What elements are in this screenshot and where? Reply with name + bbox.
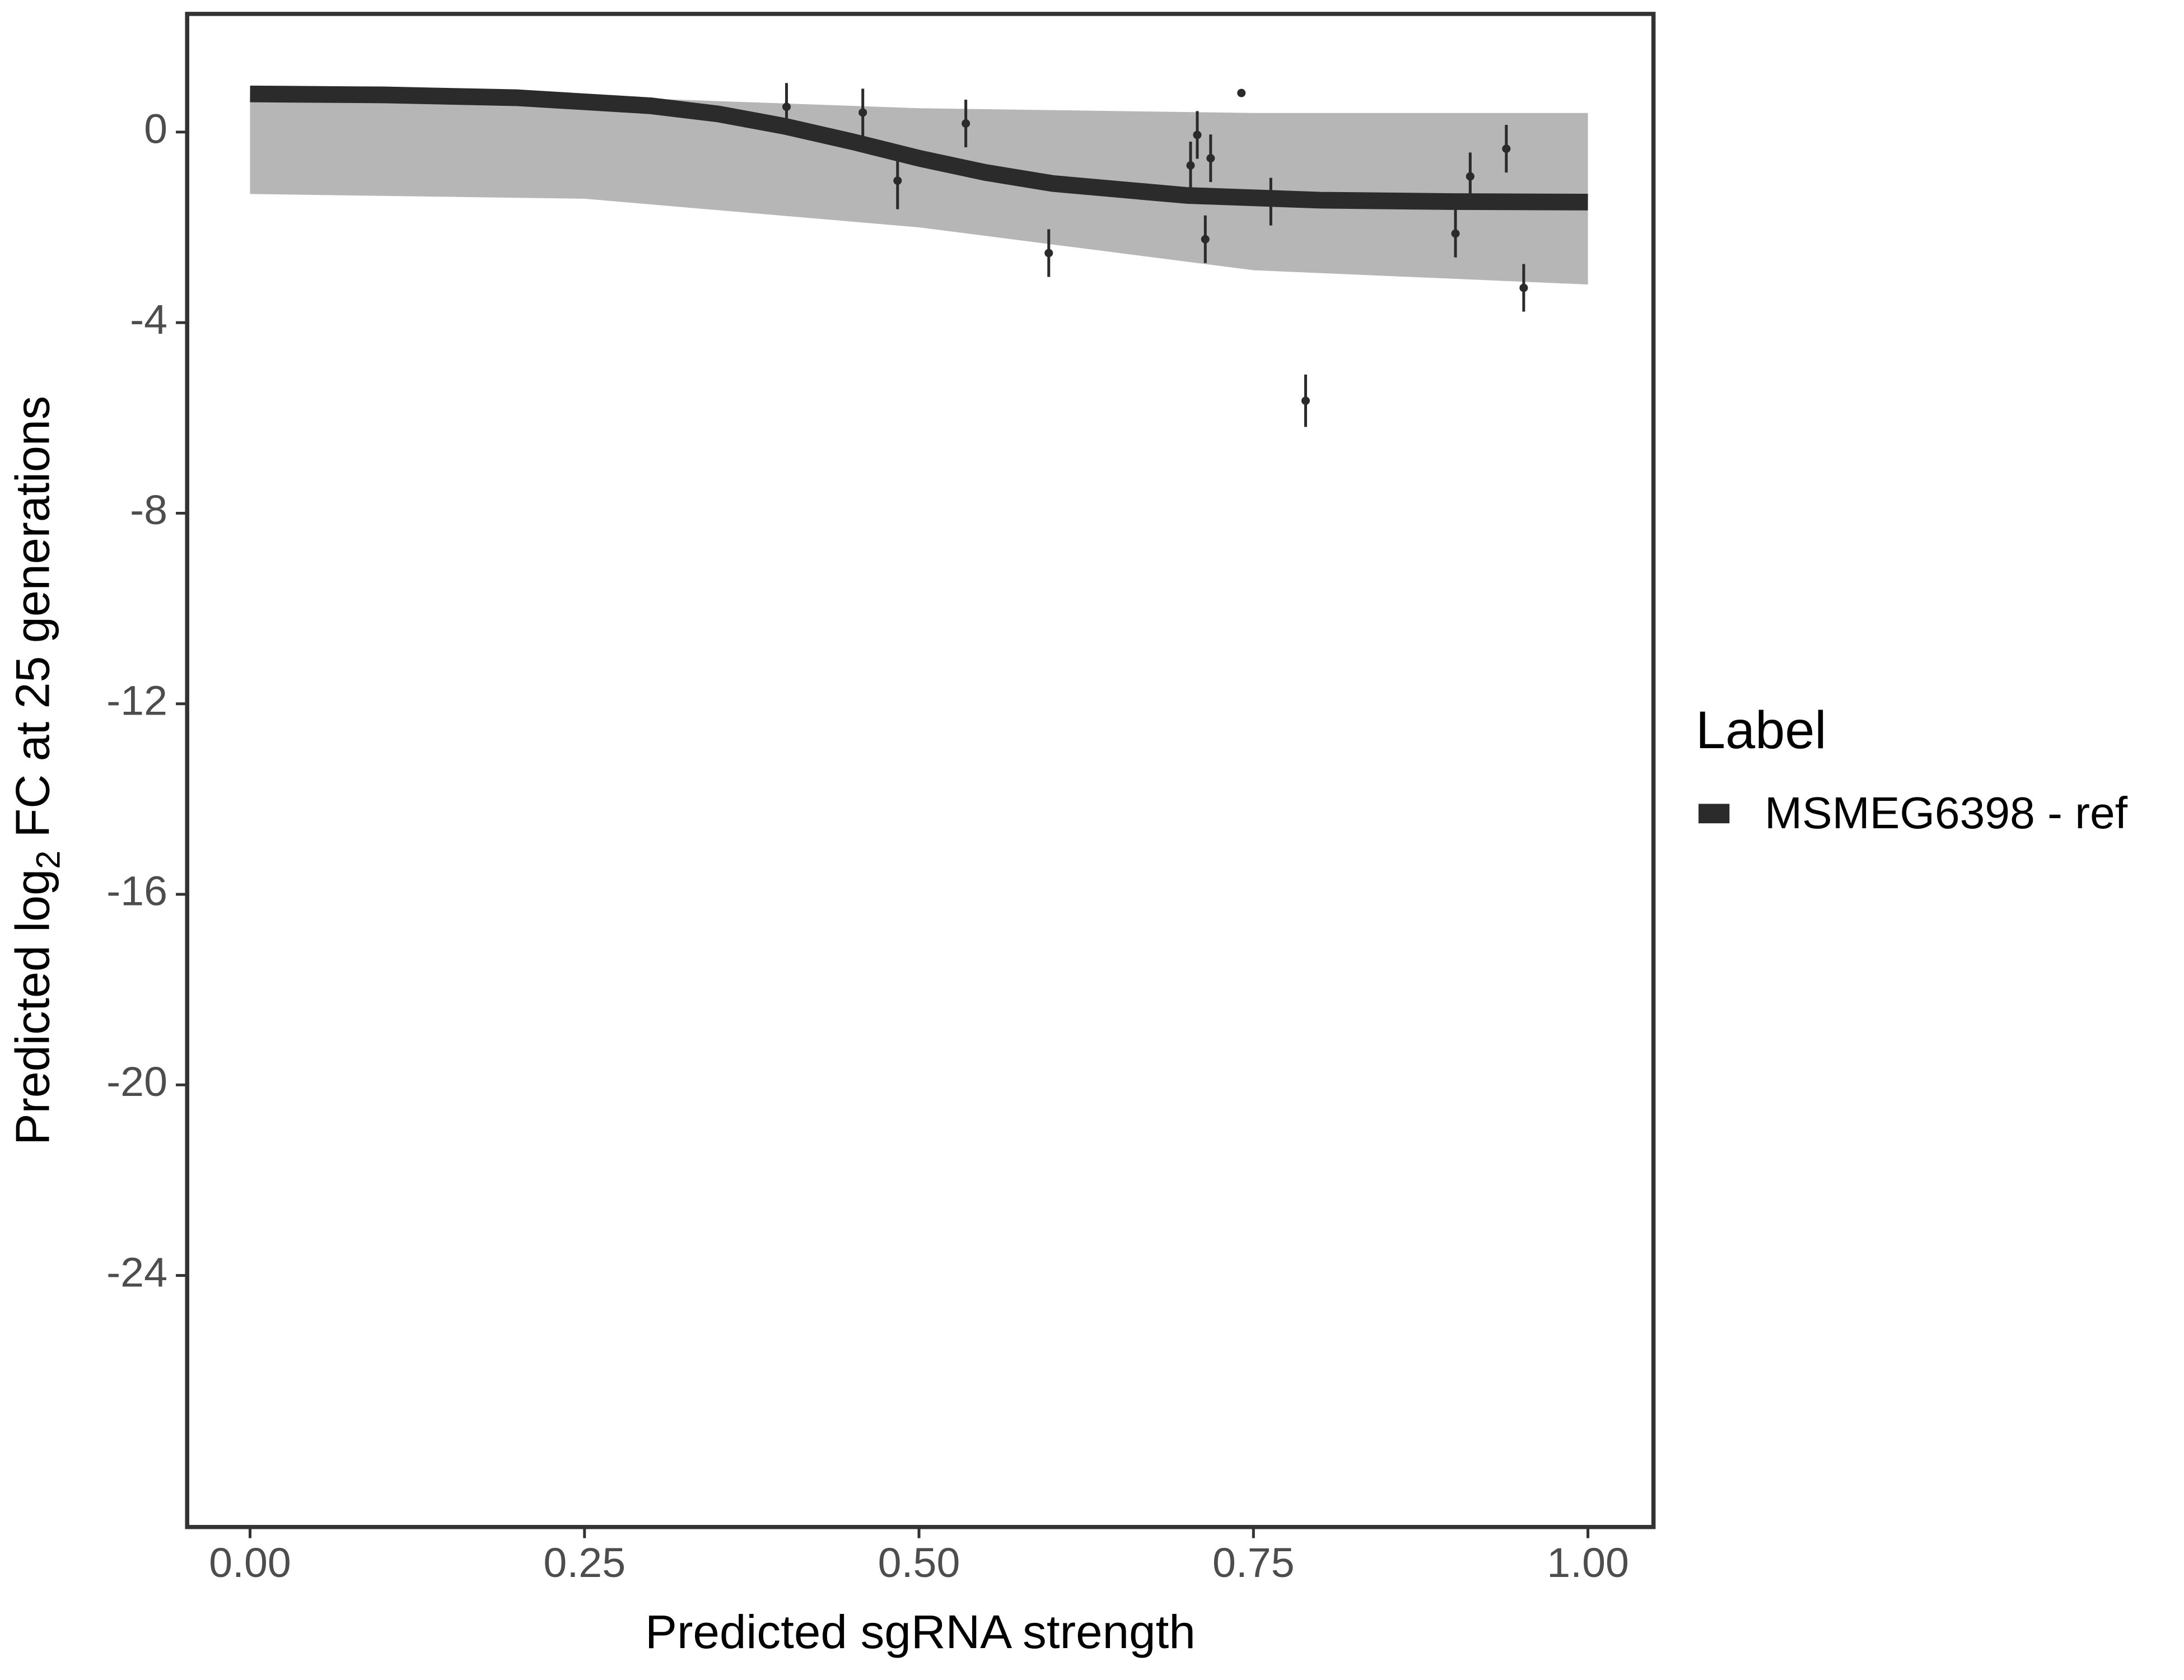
legend-key	[1698, 804, 1730, 824]
x-tick-label: 1.00	[1547, 1539, 1629, 1586]
fit-line	[250, 85, 1588, 211]
y-title-subscript: 2	[29, 851, 67, 869]
point	[962, 119, 970, 128]
point	[1186, 161, 1195, 170]
point	[1466, 172, 1474, 181]
point	[1206, 154, 1215, 163]
point	[1451, 229, 1460, 238]
x-tick-label: 0.25	[543, 1539, 626, 1586]
point	[893, 176, 902, 185]
legend-title: Label	[1696, 701, 1827, 760]
point	[782, 102, 791, 111]
y-tick-label: -16	[106, 867, 167, 914]
x-tick-label: 0.50	[878, 1539, 960, 1586]
y-tick-label: -12	[106, 677, 167, 724]
point	[1201, 235, 1210, 244]
y-tick-label: -4	[130, 296, 167, 343]
point	[1044, 249, 1053, 258]
point	[858, 108, 867, 117]
y-tick-label: 0	[144, 105, 167, 152]
y-title-part: FC at 25 generations	[6, 396, 59, 851]
y-tick-label: -20	[106, 1058, 167, 1105]
x-tick-label: 0.00	[209, 1539, 291, 1586]
point	[1519, 283, 1528, 292]
y-tick-label: -24	[106, 1249, 167, 1296]
y-title-part: Predicted log	[6, 869, 59, 1145]
x-axis-title: Predicted sgRNA strength	[645, 1605, 1196, 1658]
posterior-band	[250, 94, 1588, 285]
point	[1237, 88, 1246, 97]
legend-label: MSMEG6398 - ref	[1765, 788, 2128, 837]
point	[1301, 396, 1310, 405]
x-tick-label: 0.75	[1212, 1539, 1295, 1586]
point	[1502, 144, 1511, 153]
point	[1193, 130, 1202, 139]
panel-border	[185, 12, 1656, 1529]
y-tick-label: -8	[130, 487, 167, 534]
y-axis-title: Predicted log2 FC at 25 generations	[6, 396, 67, 1145]
point	[1266, 197, 1275, 206]
